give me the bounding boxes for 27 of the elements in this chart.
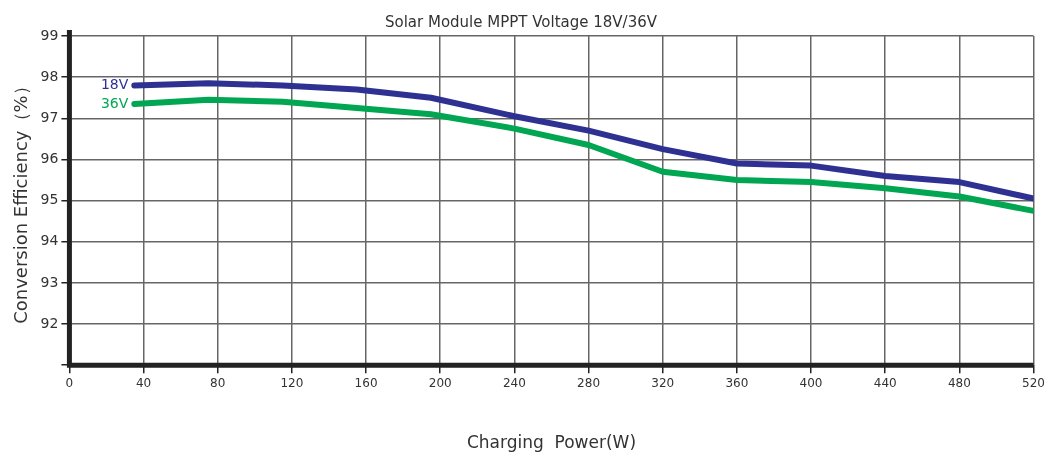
chart-title: Solar Module MPPT Voltage 18V/36V: [384, 12, 658, 31]
x-tick-label: 240: [502, 375, 526, 390]
y-tick-label: 93: [40, 273, 59, 290]
y-tick-label: 92: [40, 314, 59, 331]
y-tick-label: 97: [40, 108, 59, 125]
series-label: 36V: [100, 94, 129, 111]
x-tick-label: 200: [428, 375, 452, 390]
series-label: 18V: [100, 76, 129, 93]
y-tick-label: 95: [40, 191, 59, 208]
y-tick-label: 98: [40, 67, 59, 84]
x-tick-label: 280: [577, 375, 601, 390]
x-tick-label: 40: [135, 375, 152, 390]
y-axis-title: Conversion Efficiency（%）: [10, 77, 32, 324]
x-tick-label: 160: [354, 375, 378, 390]
x-tick-label: 0: [65, 375, 74, 390]
x-tick-label: 320: [651, 375, 675, 390]
x-tick-label: 400: [799, 375, 823, 390]
y-tick-label: 99: [40, 26, 59, 43]
x-tick-label: 360: [725, 375, 749, 390]
x-tick-label: 440: [873, 375, 897, 390]
x-tick-label: 120: [280, 375, 304, 390]
x-tick-label: 520: [1022, 375, 1045, 390]
x-tick-label: 480: [947, 375, 971, 390]
x-tick-label: 80: [210, 375, 226, 390]
y-tick-label: 96: [40, 150, 59, 167]
x-axis-title: Charging Power(W): [466, 432, 637, 453]
y-tick-label: 94: [40, 232, 59, 249]
